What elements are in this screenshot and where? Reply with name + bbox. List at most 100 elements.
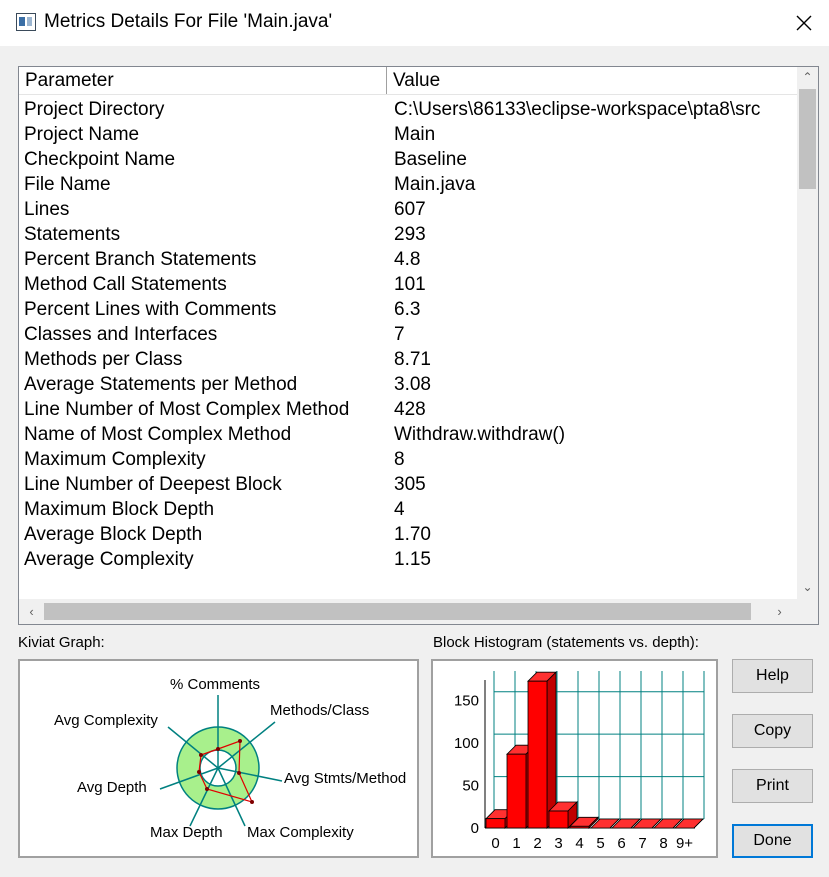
kiviat-label-max-complexity: Max Complexity xyxy=(247,824,354,841)
row-value: Main.java xyxy=(394,174,476,195)
row-parameter: Line Number of Most Complex Method xyxy=(24,399,350,420)
print-button[interactable]: Print xyxy=(732,769,813,803)
table-row[interactable]: Percent Branch Statements 4.8 xyxy=(19,247,797,272)
vertical-scroll-thumb[interactable] xyxy=(799,89,816,189)
row-value: 8 xyxy=(394,449,405,470)
table-row[interactable]: File Name Main.java xyxy=(19,172,797,197)
row-parameter: Project Name xyxy=(24,124,140,145)
row-value: 1.70 xyxy=(394,524,431,545)
row-value: 3.08 xyxy=(394,374,431,395)
kiviat-label-avg-stmts: Avg Stmts/Method xyxy=(284,770,407,787)
table-row[interactable]: Line Number of Most Complex Method 428 xyxy=(19,397,797,422)
row-parameter: Average Statements per Method xyxy=(24,374,298,395)
horizontal-scroll-thumb[interactable] xyxy=(44,603,751,620)
column-header-value[interactable]: Value xyxy=(393,70,441,91)
kiviat-label-avg-depth: Avg Depth xyxy=(77,779,147,796)
row-parameter: File Name xyxy=(24,174,111,195)
table-row[interactable]: Average Statements per Method 3.08 xyxy=(19,372,797,397)
table-row[interactable]: Methods per Class 8.71 xyxy=(19,347,797,372)
row-value: 305 xyxy=(394,474,426,495)
row-parameter: Average Block Depth xyxy=(24,524,203,545)
close-button[interactable] xyxy=(784,3,824,43)
kiviat-label-methods-class: Methods/Class xyxy=(270,702,370,719)
kiviat-label-avg-complexity: Avg Complexity xyxy=(54,712,158,729)
table-row[interactable]: Line Number of Deepest Block 305 xyxy=(19,472,797,497)
table-row[interactable]: Name of Most Complex Method Withdraw.with… xyxy=(19,422,797,447)
table-row[interactable]: Project Name Main xyxy=(19,122,797,147)
row-value: 7 xyxy=(394,324,405,345)
table-body: Project Directory C:\Users\86133\eclipse-… xyxy=(19,97,797,597)
done-button[interactable]: Done xyxy=(732,824,813,858)
table-row[interactable]: Average Block Depth 1.70 xyxy=(19,522,797,547)
row-value: 6.3 xyxy=(394,299,421,320)
row-value: 8.71 xyxy=(394,349,431,370)
row-value: Baseline xyxy=(394,149,467,170)
bar-4 xyxy=(569,825,590,829)
table-row[interactable]: Average Complexity 1.15 xyxy=(19,547,797,572)
y-tick-label: 0 xyxy=(471,820,479,837)
bar-side-8 xyxy=(672,818,683,829)
row-parameter: Checkpoint Name xyxy=(24,149,176,170)
table-row[interactable]: Lines 607 xyxy=(19,197,797,222)
kiviat-label-max-depth: Max Depth xyxy=(150,824,223,841)
scroll-right-icon[interactable]: › xyxy=(777,604,782,619)
row-value: 1.15 xyxy=(394,549,431,570)
row-value: 607 xyxy=(394,199,426,220)
row-value: 293 xyxy=(394,224,426,245)
table-row[interactable]: Statements 293 xyxy=(19,222,797,247)
block-histogram: 0 50 100 150 0 1 2 3 4 5 6 7 8 9+ xyxy=(431,659,718,858)
row-parameter: Average Complexity xyxy=(24,549,194,570)
bar-1 xyxy=(506,753,527,829)
row-value: C:\Users\86133\eclipse-workspace\pta8\sr… xyxy=(394,99,761,120)
row-value: 428 xyxy=(394,399,426,420)
kiviat-points xyxy=(197,739,254,804)
scroll-left-icon[interactable]: ‹ xyxy=(29,604,34,619)
row-value: 101 xyxy=(394,274,426,295)
scroll-corner xyxy=(797,599,818,624)
app-icon xyxy=(16,13,36,31)
metrics-table[interactable]: Parameter Value Project Directory C:\User… xyxy=(18,66,819,625)
scroll-up-icon[interactable]: ⌃ xyxy=(802,70,813,84)
y-tick-label: 100 xyxy=(454,735,479,752)
row-parameter: Methods per Class xyxy=(24,349,183,370)
row-parameter: Percent Lines with Comments xyxy=(24,299,277,320)
histogram-title: Block Histogram (statements vs. depth): xyxy=(433,634,699,651)
kiviat-axes xyxy=(159,695,283,827)
row-parameter: Line Number of Deepest Block xyxy=(24,474,282,495)
y-tick-label: 50 xyxy=(462,778,479,795)
bar-side-7 xyxy=(651,818,662,829)
x-tick-label: 1 xyxy=(512,835,520,852)
help-button[interactable]: Help xyxy=(732,659,813,693)
table-row[interactable]: Maximum Block Depth 4 xyxy=(19,497,797,522)
x-tick-label: 7 xyxy=(638,835,646,852)
column-header-parameter[interactable]: Parameter xyxy=(19,67,387,94)
vertical-scrollbar[interactable]: ⌃ ⌄ xyxy=(797,67,818,599)
close-icon xyxy=(796,15,812,31)
x-tick-label: 2 xyxy=(533,835,541,852)
table-row[interactable]: Checkpoint Name Baseline xyxy=(19,147,797,172)
x-tick-label: 3 xyxy=(554,835,562,852)
copy-button[interactable]: Copy xyxy=(732,714,813,748)
kiviat-polygon xyxy=(198,740,254,803)
x-tick-label: 4 xyxy=(575,835,583,852)
row-value: Withdraw.withdraw() xyxy=(394,424,566,445)
table-row[interactable]: Project Directory C:\Users\86133\eclipse-… xyxy=(19,97,797,122)
bar-side-2 xyxy=(546,671,557,829)
table-row[interactable]: Maximum Complexity 8 xyxy=(19,447,797,472)
table-row[interactable]: Method Call Statements 101 xyxy=(19,272,797,297)
horizontal-scrollbar[interactable]: ‹ › xyxy=(19,599,797,624)
row-value: Main xyxy=(394,124,436,145)
kiviat-title: Kiviat Graph: xyxy=(18,634,105,651)
table-row[interactable]: Classes and Interfaces 7 xyxy=(19,322,797,347)
bar-3 xyxy=(548,810,569,829)
table-row[interactable]: Percent Lines with Comments 6.3 xyxy=(19,297,797,322)
bar-2 xyxy=(527,680,548,829)
bar-side-6 xyxy=(630,818,641,829)
title-bar: Metrics Details For File 'Main.java' xyxy=(0,0,829,46)
row-value: 4 xyxy=(394,499,405,520)
row-parameter: Project Directory xyxy=(24,99,165,120)
bar-side-9+ xyxy=(693,818,704,829)
scroll-down-icon[interactable]: ⌄ xyxy=(802,580,813,594)
row-parameter: Percent Branch Statements xyxy=(24,249,257,270)
